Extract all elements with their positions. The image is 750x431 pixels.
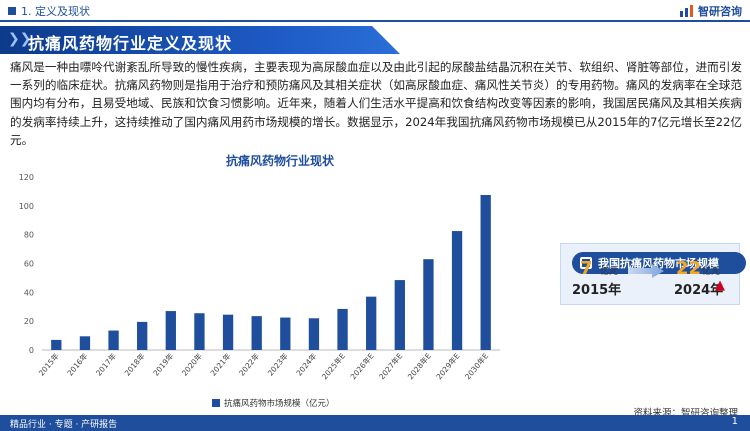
x-tick-label: 2023年 xyxy=(265,350,290,377)
bar xyxy=(51,339,62,350)
y-tick-label: 20 xyxy=(24,317,34,326)
y-tick-label: 60 xyxy=(24,260,34,269)
up-arrow-icon: ▲ xyxy=(715,278,725,293)
end-unit: 亿元 xyxy=(702,267,721,277)
start-unit: 亿元 xyxy=(600,267,619,277)
bar-chart: 0 20 40 60 80 100 120 2015年 2016年 2017年 2018年 2019年… xyxy=(19,173,500,382)
section-label: 1. 定义及现状 xyxy=(8,3,90,19)
bar xyxy=(280,317,291,350)
x-tick-label: 2029年E xyxy=(434,351,462,382)
page-number: 1 xyxy=(731,416,738,427)
bar xyxy=(366,296,377,350)
x-tick-label: 2020年 xyxy=(179,350,204,377)
brand-logo: 智研咨询 xyxy=(680,3,742,19)
bar xyxy=(165,311,176,350)
bar xyxy=(251,316,262,350)
double-chevron-icon: ❯❯ xyxy=(8,31,32,47)
end-value: 22 xyxy=(676,258,702,279)
brand-text: 智研咨询 xyxy=(698,5,742,18)
bar xyxy=(194,313,205,350)
market-size-card-title: 我国抗痛风药物市场规模 xyxy=(598,257,719,270)
bar xyxy=(222,314,234,350)
bar xyxy=(480,195,491,350)
x-tick-label: 2018年 xyxy=(122,350,147,377)
x-tick-label: 2016年 xyxy=(65,350,90,377)
chart-title: 抗痛风药物行业现状 xyxy=(225,154,334,168)
x-tick-label: 2026年E xyxy=(348,351,376,382)
section-label-text: 1. 定义及现状 xyxy=(21,5,90,18)
chart-legend: 抗痛风药物市场规模（亿元） xyxy=(212,397,335,409)
bar xyxy=(394,280,405,350)
bar xyxy=(79,336,91,350)
brand-bars-icon xyxy=(680,5,693,17)
right-arrow-icon xyxy=(628,264,664,278)
x-tick-label: 2022年 xyxy=(236,350,261,377)
x-tick-label: 2025年E xyxy=(319,351,347,382)
title-banner: ❯❯ 抗痛风药物行业定义及现状 xyxy=(0,26,400,54)
legend-label: 抗痛风药物市场规模（亿元） xyxy=(224,399,335,409)
y-tick-label: 100 xyxy=(19,202,34,211)
market-size-card-header: 我国抗痛风药物市场规模 xyxy=(572,252,746,274)
x-tick-label: 2024年 xyxy=(294,350,319,377)
y-tick-label: 120 xyxy=(19,173,34,182)
x-tick-label: 2021年 xyxy=(208,350,233,377)
x-tick-label: 2019年 xyxy=(151,350,176,377)
bar xyxy=(308,318,320,350)
top-header: 1. 定义及现状 智研咨询 xyxy=(0,0,750,22)
bar xyxy=(137,321,148,350)
chart-icon xyxy=(580,257,592,269)
y-tick-label: 80 xyxy=(24,231,34,240)
bar xyxy=(451,231,463,350)
x-tick-label: 2017年 xyxy=(93,350,118,377)
bar xyxy=(423,259,434,350)
footer-bar: 精品行业 · 专题 · 产研报告 1 xyxy=(0,415,750,431)
bar xyxy=(337,308,348,350)
x-tick-label: 2030年E xyxy=(462,351,490,382)
start-value: 7 xyxy=(580,258,593,279)
y-tick-label: 0 xyxy=(29,346,34,355)
page-title: 抗痛风药物行业定义及现状 xyxy=(28,34,233,53)
footer-text: 精品行业 · 专题 · 产研报告 xyxy=(10,420,118,430)
x-tick-label: 2028年E xyxy=(405,351,433,382)
source-note: 资料来源：智研咨询整理 xyxy=(633,408,738,419)
x-tick-label: 2027年E xyxy=(377,351,405,382)
y-tick-label: 40 xyxy=(24,288,34,297)
legend-swatch xyxy=(212,399,220,407)
section-square-icon xyxy=(8,7,16,15)
start-year: 2015年 xyxy=(572,283,622,298)
end-year: 2024年 xyxy=(674,283,724,298)
x-tick-label: 2015年 xyxy=(36,350,61,377)
bar xyxy=(108,330,119,350)
description-paragraph: 痛风是一种由嘌呤代谢紊乱所导致的慢性疾病，主要表现为高尿酸血症以及由此引起的尿酸… xyxy=(10,60,742,147)
